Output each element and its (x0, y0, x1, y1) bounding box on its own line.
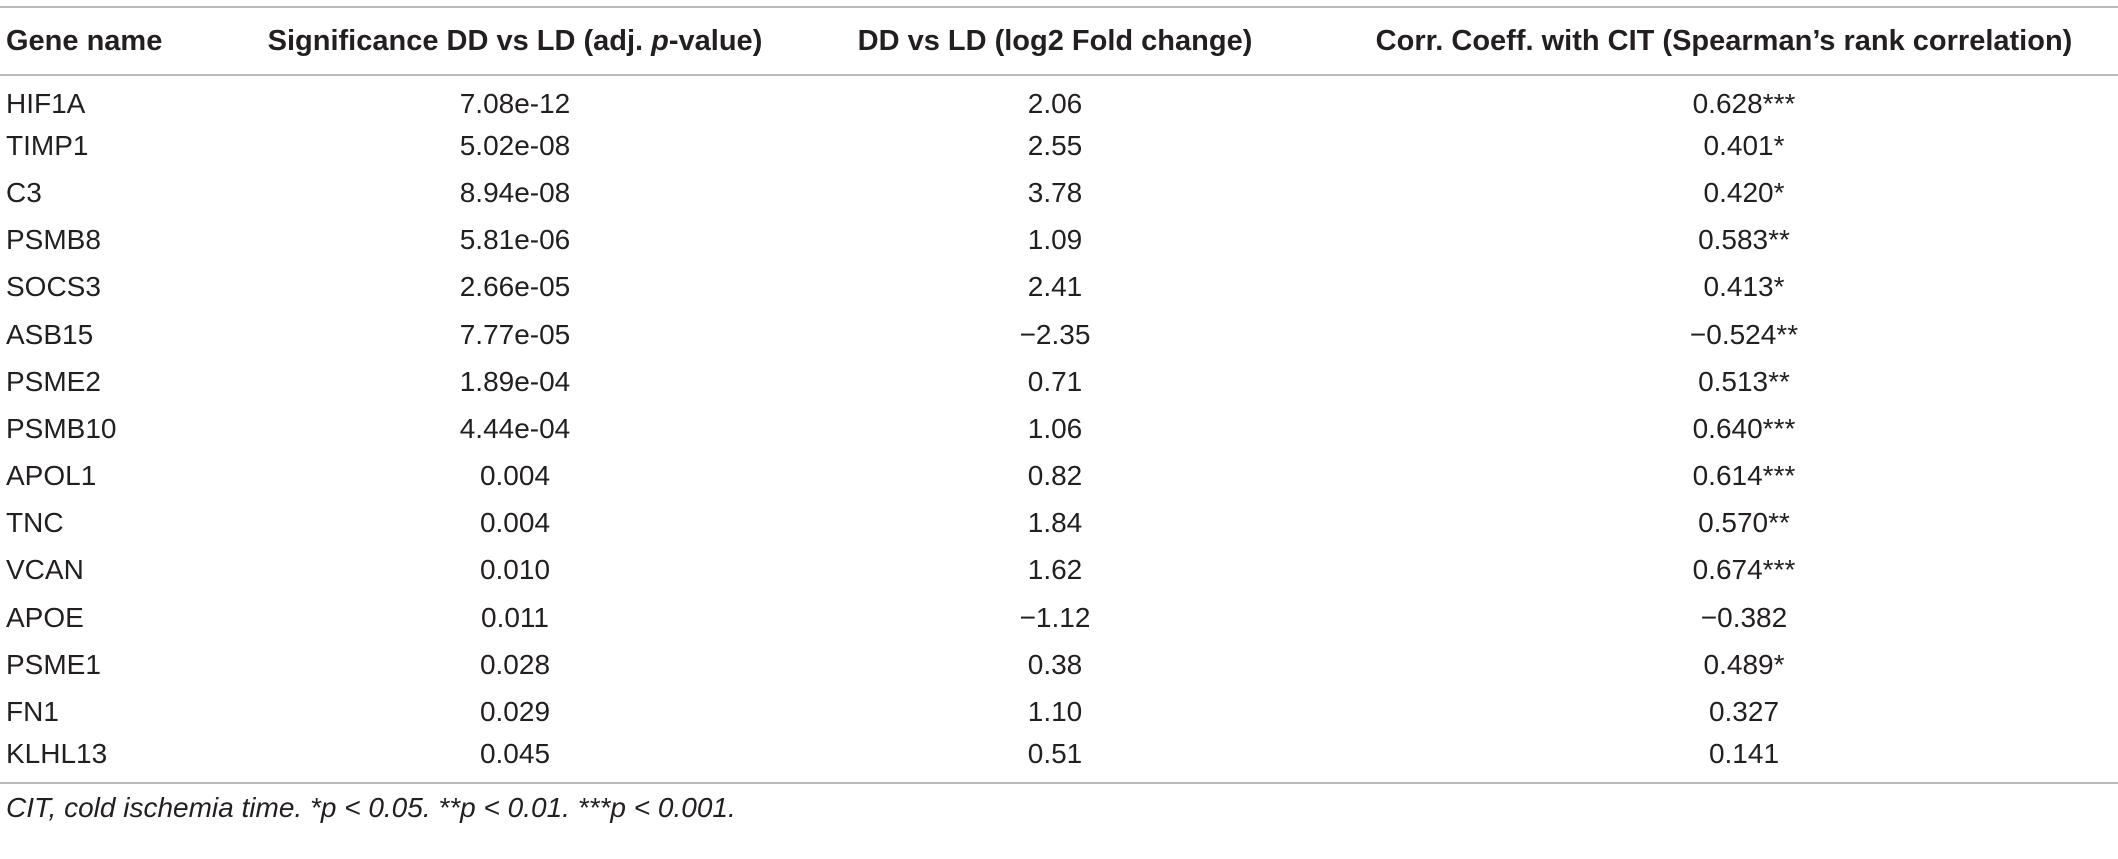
cell-log2-fold-change: 2.06 (1027, 88, 1083, 120)
cell-adj-p-value: 2.66e-05 (459, 271, 571, 303)
header-significance-suffix: -value) (668, 24, 763, 57)
cell-log2-fold-change: 2.55 (1027, 129, 1083, 161)
table-row: PSME2 1.89e-04 0.71 0.513** (0, 358, 2118, 405)
cell-correlation: 0.413* (1703, 271, 1785, 303)
table-row: PSMB10 4.44e-04 1.06 0.640*** (0, 405, 2118, 452)
cell-log2-fold-change: −1.12 (1019, 601, 1091, 633)
cell-correlation: 0.489* (1703, 648, 1785, 680)
cell-adj-p-value: 7.08e-12 (459, 88, 571, 120)
cell-adj-p-value: 5.02e-08 (459, 129, 571, 161)
table-row: TNC 0.004 1.84 0.570** (0, 500, 2118, 547)
cell-gene-name: C3 (6, 176, 42, 208)
header-significance-p: p (651, 24, 669, 57)
table-row: FN1 0.029 1.10 0.327 (0, 688, 2118, 735)
table-header: Gene name Significance DD vs LD (adj. p-… (0, 7, 2118, 75)
cell-log2-fold-change: 0.51 (1027, 737, 1083, 769)
cell-gene-name: PSMB10 (6, 412, 117, 444)
results-table-container: Gene name Significance DD vs LD (adj. p-… (0, 6, 2118, 823)
cell-log2-fold-change: 1.84 (1027, 507, 1083, 539)
cell-gene-name: APOE (6, 601, 84, 633)
cell-correlation: 0.628*** (1692, 88, 1796, 120)
cell-adj-p-value: 5.81e-06 (459, 224, 571, 256)
cell-correlation: 0.401* (1703, 129, 1785, 161)
cell-log2-fold-change: 1.06 (1027, 412, 1083, 444)
cell-adj-p-value: 0.011 (481, 601, 549, 633)
cell-correlation: −0.382 (1700, 601, 1788, 633)
cell-correlation: 0.141 (1708, 737, 1780, 769)
cell-correlation: 0.614*** (1692, 460, 1796, 492)
cell-adj-p-value: 7.77e-05 (459, 318, 571, 350)
cell-adj-p-value: 8.94e-08 (459, 176, 571, 208)
cell-adj-p-value: 0.004 (479, 507, 551, 539)
cell-gene-name: APOL1 (6, 460, 97, 492)
table-row: PSMB8 5.81e-06 1.09 0.583** (0, 217, 2118, 264)
cell-gene-name: TIMP1 (6, 129, 89, 161)
cell-log2-fold-change: 0.38 (1027, 648, 1083, 680)
cell-adj-p-value: 0.004 (479, 460, 551, 492)
cell-correlation: 0.583** (1698, 224, 1790, 256)
header-gene-name: Gene name (6, 24, 163, 57)
table-row: APOL1 0.004 0.82 0.614*** (0, 453, 2118, 500)
cell-adj-p-value: 0.028 (479, 648, 551, 680)
cell-log2-fold-change: 1.62 (1027, 554, 1083, 586)
cell-log2-fold-change: 0.71 (1027, 365, 1083, 397)
table-row: KLHL13 0.045 0.51 0.141 (0, 736, 2118, 783)
cell-gene-name: ASB15 (6, 318, 94, 350)
cell-log2-fold-change: 1.09 (1027, 224, 1083, 256)
cell-adj-p-value: 1.89e-04 (459, 365, 571, 397)
gene-table: Gene name Significance DD vs LD (adj. p-… (0, 6, 2118, 784)
table-row: VCAN 0.010 1.62 0.674*** (0, 547, 2118, 594)
cell-correlation: 0.570** (1698, 507, 1790, 539)
header-correlation: Corr. Coeff. with CIT (Spearman’s rank c… (1375, 24, 2073, 57)
cell-gene-name: FN1 (6, 696, 59, 728)
cell-log2-fold-change: 2.41 (1027, 271, 1083, 303)
table-body: HIF1A 7.08e-12 2.06 0.628*** TIMP1 5.02e-08 2.… (0, 75, 2118, 783)
cell-correlation: 0.420* (1703, 176, 1785, 208)
header-significance-prefix: Significance DD vs LD (adj. (267, 24, 652, 57)
table-row: TIMP1 5.02e-08 2.55 0.401* (0, 122, 2118, 169)
cell-gene-name: HIF1A (6, 88, 86, 120)
cell-correlation: −0.524** (1689, 318, 1799, 350)
cell-adj-p-value: 0.045 (479, 737, 551, 769)
cell-gene-name: TNC (6, 507, 64, 539)
cell-adj-p-value: 0.029 (479, 696, 551, 728)
cell-correlation: 0.674*** (1692, 554, 1796, 586)
cell-gene-name: SOCS3 (6, 271, 101, 303)
cell-gene-name: PSME1 (6, 648, 101, 680)
table-row: SOCS3 2.66e-05 2.41 0.413* (0, 264, 2118, 311)
cell-gene-name: KLHL13 (6, 737, 108, 769)
table-row: C3 8.94e-08 3.78 0.420* (0, 169, 2118, 216)
table-row: PSME1 0.028 0.38 0.489* (0, 641, 2118, 688)
table-row: HIF1A 7.08e-12 2.06 0.628*** (0, 75, 2118, 122)
table-row: ASB15 7.77e-05 −2.35 −0.524** (0, 311, 2118, 358)
cell-correlation: 0.327 (1708, 696, 1780, 728)
cell-adj-p-value: 0.010 (479, 554, 551, 586)
cell-log2-fold-change: 1.10 (1027, 696, 1083, 728)
table-footnote: CIT, cold ischemia time. *p < 0.05. **p … (6, 791, 736, 823)
cell-adj-p-value: 4.44e-04 (459, 412, 571, 444)
cell-gene-name: PSMB8 (6, 224, 101, 256)
cell-log2-fold-change: 3.78 (1027, 176, 1083, 208)
cell-gene-name: VCAN (6, 554, 84, 586)
cell-correlation: 0.513** (1698, 365, 1790, 397)
header-fold-change: DD vs LD (log2 Fold change) (857, 24, 1253, 57)
table-row: APOE 0.011 −1.12 −0.382 (0, 594, 2118, 641)
cell-gene-name: PSME2 (6, 365, 101, 397)
header-significance: Significance DD vs LD (adj. p-value) (250, 7, 780, 75)
cell-correlation: 0.640*** (1692, 412, 1796, 444)
cell-log2-fold-change: 0.82 (1027, 460, 1083, 492)
cell-log2-fold-change: −2.35 (1019, 318, 1091, 350)
header-row: Gene name Significance DD vs LD (adj. p-… (0, 7, 2118, 75)
